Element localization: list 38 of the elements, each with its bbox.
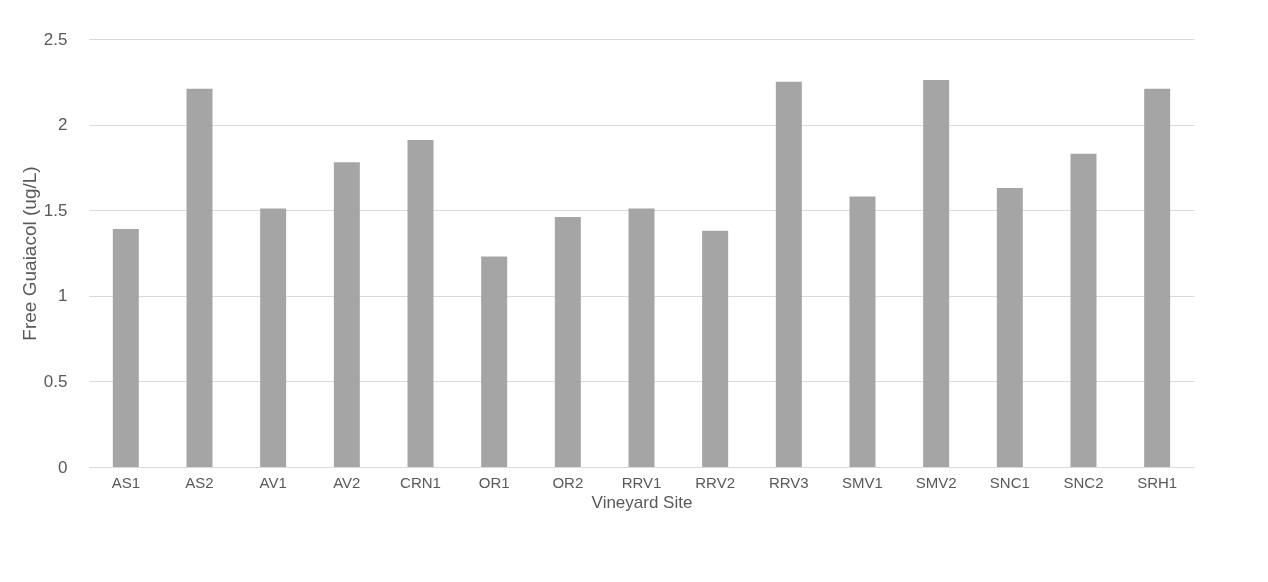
bar xyxy=(702,230,729,467)
x-axis-title: Vineyard Site xyxy=(591,492,693,512)
y-tick-label: 2.5 xyxy=(43,29,68,49)
bar xyxy=(112,229,139,467)
bar xyxy=(554,217,581,467)
y-tick-label: 1 xyxy=(58,286,68,306)
bar xyxy=(923,80,950,467)
x-tick-label: OR2 xyxy=(552,473,584,491)
x-tick-label: SNC2 xyxy=(1063,473,1104,491)
x-tick-label: CRN1 xyxy=(400,473,441,491)
x-tick-label: AS1 xyxy=(111,473,141,491)
x-tick-label: RRV3 xyxy=(768,473,809,491)
x-tick-label: SNC1 xyxy=(989,473,1030,491)
y-tick-label: 1.5 xyxy=(43,200,68,220)
x-tick-label: AS2 xyxy=(185,473,214,491)
x-tick-label: AV2 xyxy=(333,473,361,491)
bar xyxy=(186,88,213,467)
bar xyxy=(481,256,508,467)
bar xyxy=(1144,88,1171,467)
y-tick-label: 2 xyxy=(58,115,68,135)
bar xyxy=(407,140,434,467)
bar xyxy=(333,162,360,467)
y-axis-title: Free Guaiacol (ug/L) xyxy=(18,166,40,341)
bar xyxy=(775,81,802,467)
x-tick-label: SRH1 xyxy=(1137,473,1178,491)
x-tick-label: RRV1 xyxy=(621,473,662,491)
x-tick-label: SMV1 xyxy=(842,473,883,491)
x-tick-label: OR1 xyxy=(478,473,510,491)
y-tick-label: 0.5 xyxy=(43,371,68,391)
x-tick-label: SMV2 xyxy=(915,473,957,491)
bar xyxy=(260,208,287,467)
x-tick-label: AV1 xyxy=(259,473,287,491)
bar xyxy=(996,187,1023,467)
y-tick-label: 0 xyxy=(58,457,68,477)
bar xyxy=(628,208,655,467)
x-tick-label: RRV2 xyxy=(695,473,736,491)
bar xyxy=(1070,153,1097,467)
bar xyxy=(849,196,876,467)
